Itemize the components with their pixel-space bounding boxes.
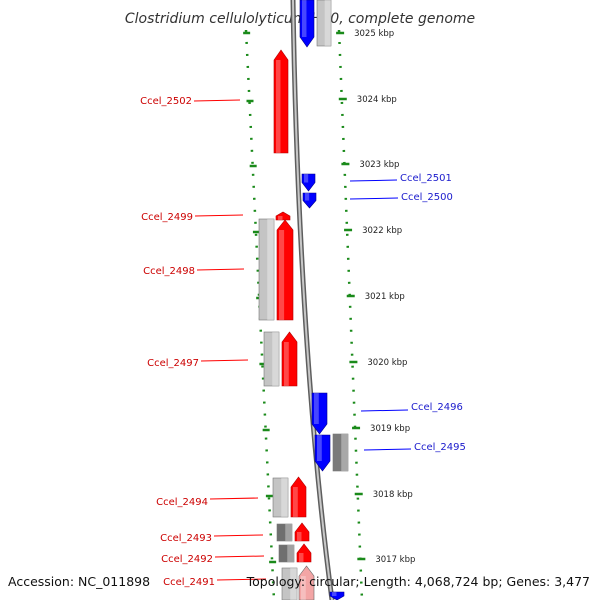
cds-box <box>332 433 349 472</box>
forward-gene-label: Ccel_2492 <box>161 554 213 565</box>
forward-gene-arrow <box>273 49 289 154</box>
reverse-gene-arrow-shine <box>314 393 319 424</box>
forward-gene-leader <box>213 534 264 537</box>
reverse-gene-label: Ccel_2496 <box>411 402 463 413</box>
scale-tick-label: 3019 kbp <box>370 424 410 434</box>
cds-box <box>276 523 293 542</box>
scale-tick-label: 3022 kbp <box>362 226 402 236</box>
reverse-gene-leader <box>360 409 409 412</box>
forward-gene-arrow-shine <box>278 216 283 220</box>
reverse-gene-leader <box>349 179 398 182</box>
reverse-gene-arrow-shine <box>305 193 310 201</box>
forward-gene-arrow <box>298 565 315 600</box>
forward-gene-label: Ccel_2502 <box>140 96 192 107</box>
forward-gene-label: Ccel_2494 <box>156 497 208 508</box>
reverse-gene-label: Ccel_2495 <box>414 442 466 453</box>
forward-gene-arrow-shine <box>279 230 285 320</box>
scale-tick-label: 3023 kbp <box>359 160 399 170</box>
forward-gene-label: Ccel_2497 <box>147 358 199 369</box>
forward-gene-arrow <box>276 219 294 321</box>
forward-gene-arrow-shine <box>297 532 302 541</box>
cds-box-shine <box>267 219 274 320</box>
forward-gene-arrow-shine <box>284 342 289 386</box>
reverse-gene-label: Ccel_2501 <box>400 173 452 184</box>
cds-box <box>263 331 280 387</box>
forward-gene-arrow-shine <box>299 553 304 562</box>
reverse-gene-arrow <box>314 434 331 472</box>
cds-box-shine <box>272 332 279 386</box>
cds-box-shine <box>281 478 288 517</box>
cds-box <box>278 544 295 563</box>
reverse-gene-arrow-shine <box>304 174 309 183</box>
forward-gene-arrow-shine <box>293 487 298 517</box>
ruler-right-guide <box>337 29 364 600</box>
cds-box <box>316 0 332 47</box>
backbone <box>290 0 335 600</box>
forward-gene-leader <box>200 359 249 362</box>
forward-gene-leader <box>216 578 267 581</box>
cds-box-shine <box>285 524 292 541</box>
forward-gene-leader <box>194 214 244 217</box>
forward-gene-leader <box>214 555 265 558</box>
gene-features <box>258 0 349 600</box>
reverse-gene-arrow-shine <box>332 592 337 596</box>
forward-gene-arrow <box>290 476 307 518</box>
forward-gene-leader <box>196 268 245 271</box>
forward-gene-arrow <box>294 522 310 542</box>
forward-gene-label: Ccel_2499 <box>141 212 193 223</box>
topology-text: Topology: circular; Length: 4,068,724 bp… <box>246 574 590 589</box>
reverse-gene-arrow <box>302 192 317 209</box>
forward-gene-label: Ccel_2498 <box>143 266 195 277</box>
cds-box <box>258 218 275 321</box>
scale-tick-label: 3017 kbp <box>375 555 415 565</box>
reverse-gene-arrow-shine <box>302 0 307 37</box>
reverse-gene-label: Ccel_2500 <box>401 192 453 203</box>
forward-gene-label: Ccel_2493 <box>160 533 212 544</box>
scale-tick-label: 3018 kbp <box>373 490 413 500</box>
reverse-gene-leader <box>349 197 399 200</box>
ruler: 3025 kbp 3024 kbp 3023 kbp 3022 kbp 3021 kbp… <box>243 29 415 600</box>
forward-gene-leader <box>193 99 241 102</box>
forward-gene-leader <box>209 497 259 500</box>
forward-gene-arrow <box>296 543 312 563</box>
forward-gene-arrow <box>275 211 291 221</box>
gene-labels: Ccel_2502 Ccel_2499 Ccel_2498 Ccel_2497 Ccel… <box>140 96 466 588</box>
cds-box-shine <box>324 0 331 46</box>
forward-gene-arrow <box>281 331 298 387</box>
scale-tick-label: 3025 kbp <box>354 29 394 39</box>
cds-box-shine <box>287 545 294 562</box>
accession-text: Accession: NC_011898 <box>8 574 150 589</box>
forward-gene-label: Ccel_2491 <box>163 577 215 588</box>
cds-box <box>281 567 298 600</box>
scale-tick-label: 3020 kbp <box>367 358 407 368</box>
cds-box-shine <box>290 568 297 600</box>
forward-gene-arrow-shine <box>276 60 281 153</box>
reverse-gene-arrow <box>301 173 316 192</box>
reverse-gene-arrow <box>311 392 328 435</box>
scale-tick-label: 3021 kbp <box>365 292 405 302</box>
reverse-gene-leader <box>363 448 412 451</box>
forward-gene-arrow-shine <box>301 576 306 600</box>
reverse-gene-arrow <box>299 0 315 48</box>
reverse-gene-arrow <box>329 591 345 600</box>
scale-tick-label: 3024 kbp <box>357 95 397 105</box>
reverse-gene-arrow-shine <box>317 435 322 461</box>
cds-box-shine <box>341 434 348 471</box>
cds-box <box>272 477 289 518</box>
